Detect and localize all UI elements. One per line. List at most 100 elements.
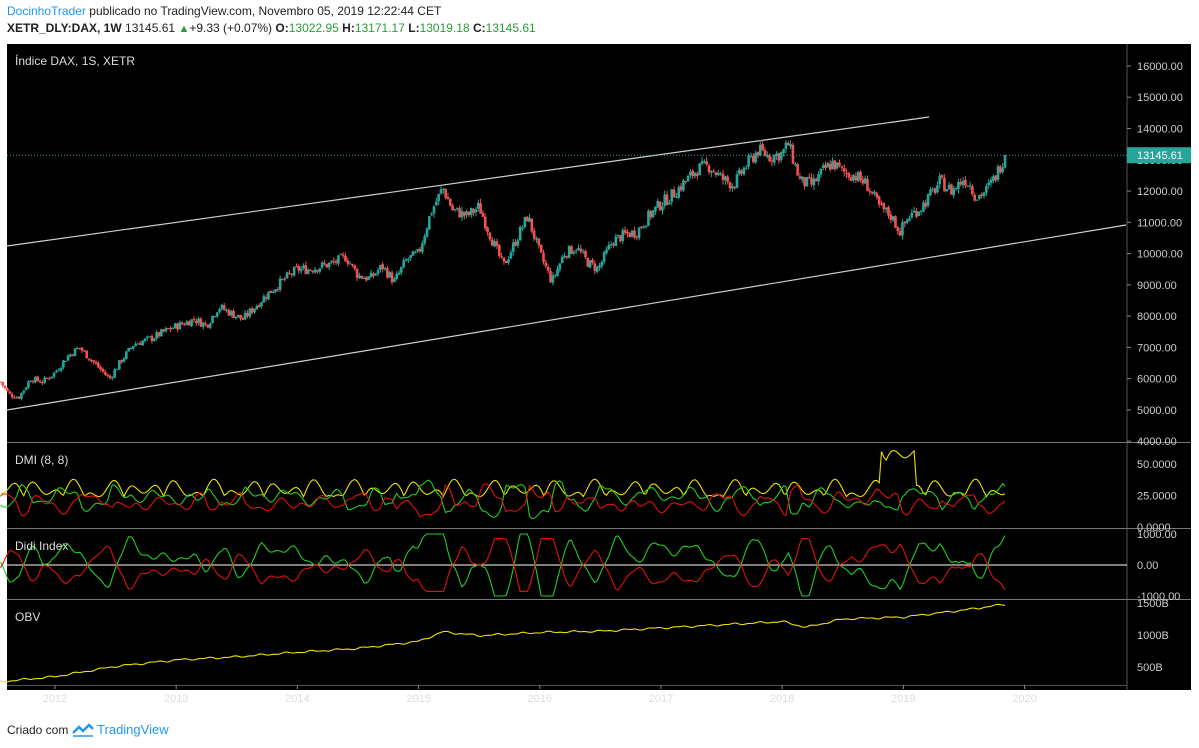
candle-body [945, 189, 949, 192]
candle-body [285, 272, 289, 279]
candle-body [826, 162, 830, 168]
candle-body [567, 245, 571, 258]
candle-body [621, 230, 625, 242]
candle-body [178, 322, 182, 330]
candle-body [227, 309, 231, 316]
candle-body [518, 226, 522, 241]
candle-body [479, 202, 482, 214]
open-label: O: [275, 21, 289, 35]
candle-body [647, 210, 650, 226]
candle-body [104, 372, 107, 375]
candle-body [225, 309, 228, 311]
candle-body [94, 362, 98, 364]
candle-body [432, 206, 436, 214]
tradingview-brand-link[interactable]: TradingView [97, 722, 169, 737]
dmi-tick-label: 50.0000 [1137, 459, 1177, 471]
candle-body [824, 164, 827, 169]
candle-body [705, 161, 708, 165]
candle-body [451, 205, 454, 211]
candle-body [779, 152, 783, 160]
candle-body [733, 186, 736, 189]
obv-line [0, 603, 1005, 683]
candle-body [947, 184, 951, 189]
candle-body [390, 272, 394, 283]
candle-body [887, 207, 890, 216]
candle-body [626, 232, 629, 234]
candle-body [204, 323, 207, 325]
channel-upper-line [6, 116, 930, 247]
candles [0, 139, 1007, 401]
candle-body [591, 259, 594, 263]
candle-body [868, 191, 872, 193]
time-tick-label: 2012 [43, 693, 67, 705]
candle-body [497, 245, 501, 256]
candle-body [549, 270, 552, 283]
dmi-plus-di-line [0, 479, 1006, 520]
candle-body [894, 216, 897, 228]
candle-body [978, 195, 981, 199]
candle-body [833, 160, 837, 170]
candle-body [751, 155, 755, 162]
candle-body [966, 185, 970, 187]
candle-body [577, 248, 580, 251]
candle-body [113, 369, 116, 378]
symbol-name[interactable]: XETR_DLY:DAX, 1W [7, 21, 122, 35]
candle-body [50, 376, 54, 379]
candle-body [241, 318, 245, 320]
candle-body [586, 257, 590, 267]
price-tick-label: 12000.00 [1137, 186, 1183, 198]
candle-body [616, 234, 620, 237]
candle-body [889, 214, 893, 220]
candle-body [290, 274, 294, 276]
candle-body [428, 216, 431, 230]
obv-axis: 1500B 1000B 500B [1137, 598, 1169, 674]
candle-body [48, 378, 51, 380]
candle-body [968, 185, 972, 187]
candle-body [260, 302, 263, 307]
candle-body [509, 252, 513, 259]
candle-body [462, 211, 466, 216]
time-tick-label: 2020 [1012, 693, 1036, 705]
candle-body [772, 154, 776, 163]
candle-body [768, 155, 771, 162]
candle-body [677, 187, 681, 198]
didi-fast-line [0, 533, 1006, 597]
candle-body [127, 347, 130, 352]
candle-body [141, 340, 144, 346]
candle-body [404, 259, 408, 261]
author-link[interactable]: DocinhoTrader [7, 4, 86, 18]
candle-body [649, 210, 653, 218]
candle-body [728, 182, 732, 189]
candle-body [393, 279, 396, 282]
candle-body [171, 327, 175, 329]
candle-body [922, 202, 925, 212]
candle-body [57, 370, 61, 372]
candle-body [724, 176, 727, 181]
price-tick-label: 6000.00 [1137, 374, 1177, 386]
candle-body [924, 202, 928, 207]
candle-body [208, 323, 212, 328]
candle-body [507, 259, 510, 263]
candle-body [481, 212, 485, 217]
candle-body [34, 376, 37, 383]
candle-body [264, 297, 268, 299]
candle-body [320, 262, 324, 268]
didi-slow-line [0, 538, 1006, 592]
candle-body [313, 269, 317, 273]
candle-body [295, 266, 298, 268]
candle-body [786, 142, 790, 146]
candle-body [283, 278, 287, 280]
candle-body [201, 322, 205, 327]
candle-body [782, 149, 785, 154]
candle-body [880, 203, 883, 205]
price-tick-label: 9000.00 [1137, 280, 1177, 292]
candle-body [661, 206, 664, 211]
candle-body [439, 189, 443, 194]
candle-body [952, 188, 956, 196]
candle-body [330, 261, 333, 263]
candle-body [306, 269, 310, 275]
time-tick-label: 2013 [164, 693, 188, 705]
candle-body [784, 142, 788, 150]
candle-body [852, 175, 855, 181]
